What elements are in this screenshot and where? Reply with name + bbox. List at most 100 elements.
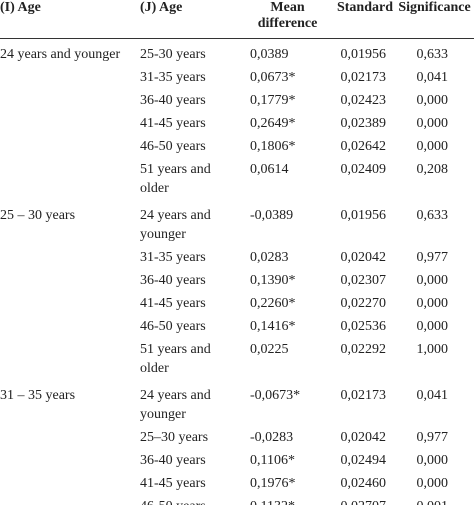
mean-difference-cell: 0,0283 — [250, 250, 289, 265]
header-cell: Mean difference — [240, 0, 335, 39]
mean-difference-cell: -0,0389 — [250, 208, 294, 223]
significance-cell: 0,041 — [416, 388, 449, 403]
j-age-cell: 41-45 years — [140, 296, 206, 311]
significance-cell: 0,000 — [416, 453, 449, 468]
i-age-cell: 25 – 30 years — [0, 208, 76, 223]
header-cell: Standard — [335, 0, 395, 39]
standard-cell: 0,02707 — [335, 495, 395, 505]
empty-cell — [0, 269, 140, 292]
significance-cell: 0,000 — [416, 116, 449, 131]
significance-cell: 0,001 — [395, 495, 474, 505]
mean-difference-cell: 0,1106* — [250, 453, 295, 468]
mean-difference-cell: 0,0225 — [250, 342, 289, 357]
significance-cell: 0,041 — [416, 70, 449, 85]
j-age-cell: 36-40 years — [140, 93, 206, 108]
significance-cell: 0,000 — [416, 93, 449, 108]
table-row: 51 years and older 0,0225 0,02292 1,000 — [0, 338, 474, 380]
significance-cell: 0,977 — [416, 250, 449, 265]
table-row: 25 – 30 years 24 years and younger -0,0389… — [0, 200, 474, 246]
table-row: 24 years and younger 25-30 years 0,0389 0,0… — [0, 39, 474, 67]
standard-cell: 0,02173 — [340, 70, 387, 85]
j-age-cell: 36-40 years — [140, 273, 206, 288]
empty-cell — [0, 292, 140, 315]
j-age-cell: 41-45 years — [140, 116, 206, 131]
standard-cell: 0,02173 — [340, 388, 387, 403]
j-age-cell: 36-40 years — [140, 453, 206, 468]
empty-cell — [0, 66, 140, 89]
mean-difference-cell: -0,0283 — [250, 430, 294, 445]
empty-cell — [0, 426, 140, 449]
mean-difference-cell: 0,1779* — [250, 93, 296, 108]
empty-cell — [0, 158, 140, 200]
empty-cell — [0, 135, 140, 158]
empty-cell — [0, 89, 140, 112]
standard-cell: 0,02389 — [340, 116, 387, 131]
header-cell: Significance — [395, 0, 474, 39]
standard-cell: 0,02460 — [340, 476, 387, 491]
standard-cell: 0,02042 — [340, 430, 387, 445]
i-age-cell: 31 – 35 years — [0, 388, 76, 403]
empty-cell — [0, 315, 140, 338]
standard-cell: 0,02642 — [340, 139, 387, 154]
standard-cell: 0,02423 — [340, 93, 387, 108]
table-row: 36-40 years 0,1390* 0,02307 0,000 — [0, 269, 474, 292]
mean-difference-cell: -0,0673* — [250, 388, 301, 403]
mean-difference-cell: 0,0389 — [250, 47, 289, 62]
table-row: 31 – 35 years 24 years and younger -0,0673… — [0, 380, 474, 426]
header-row: (I) Age (J) Age Mean difference Standard… — [0, 0, 474, 39]
j-age-cell: 25-30 years — [140, 47, 206, 62]
j-age-cell: 31-35 years — [140, 70, 206, 85]
significance-cell: 0,000 — [416, 319, 449, 334]
empty-cell — [0, 246, 140, 269]
table-row: 46-50 years 0,1416* 0,02536 0,000 — [0, 315, 474, 338]
j-age-cell: 41-45 years — [140, 476, 206, 491]
j-age-cell: 46-50 years — [140, 495, 240, 505]
significance-cell: 0,633 — [416, 208, 449, 223]
standard-cell: 0,02292 — [340, 342, 387, 357]
standard-cell: 0,02270 — [340, 296, 387, 311]
significance-cell: 0,208 — [416, 162, 449, 177]
table-row: 41-45 years 0,1976* 0,02460 0,000 — [0, 472, 474, 495]
table-row: 25–30 years -0,0283 0,02042 0,977 — [0, 426, 474, 449]
significance-cell: 0,000 — [416, 139, 449, 154]
mean-difference-cell: 0,0614 — [250, 162, 289, 177]
standard-cell: 0,02409 — [340, 162, 387, 177]
table-row: 36-40 years 0,1779* 0,02423 0,000 — [0, 89, 474, 112]
significance-cell: 1,000 — [416, 342, 449, 357]
j-age-cell: 46-50 years — [140, 139, 206, 154]
significance-cell: 0,977 — [416, 430, 449, 445]
table-row: 41-45 years 0,2649* 0,02389 0,000 — [0, 112, 474, 135]
table-row: 51 years and older 0,0614 0,02409 0,208 — [0, 158, 474, 200]
standard-cell: 0,02494 — [340, 453, 387, 468]
mean-difference-cell: 0,1390* — [250, 273, 296, 288]
significance-cell: 0,633 — [416, 47, 449, 62]
empty-cell — [0, 495, 140, 505]
table-row: 41-45 years 0,2260* 0,02270 0,000 — [0, 292, 474, 315]
table-body: 24 years and younger 25-30 years 0,0389 0,0… — [0, 39, 474, 505]
j-age-cell: 25–30 years — [140, 430, 209, 445]
i-age-cell: 24 years and younger — [0, 47, 121, 62]
mean-difference-cell: 0,1976* — [250, 476, 296, 491]
empty-cell — [0, 112, 140, 135]
j-age-cell: 31-35 years — [140, 250, 206, 265]
table-row: 31-35 years 0,0673* 0,02173 0,041 — [0, 66, 474, 89]
mean-difference-cell: 0,1806* — [250, 139, 296, 154]
standard-cell: 0,01956 — [340, 208, 387, 223]
standard-cell: 0,02042 — [340, 250, 387, 265]
empty-cell — [0, 472, 140, 495]
significance-cell: 0,000 — [416, 296, 449, 311]
mean-difference-cell: 0,0673* — [250, 70, 296, 85]
mean-difference-cell: 0,2649* — [250, 116, 296, 131]
j-age-cell: 24 years and younger — [140, 388, 211, 422]
header-cell: (I) Age — [0, 0, 140, 39]
significance-cell: 0,000 — [416, 476, 449, 491]
empty-cell — [0, 338, 140, 380]
standard-cell: 0,01956 — [340, 47, 387, 62]
table-row: 31-35 years 0,0283 0,02042 0,977 — [0, 246, 474, 269]
mean-difference-cell: 0,1416* — [250, 319, 296, 334]
standard-cell: 0,02536 — [340, 319, 387, 334]
j-age-cell: 46-50 years — [140, 319, 206, 334]
